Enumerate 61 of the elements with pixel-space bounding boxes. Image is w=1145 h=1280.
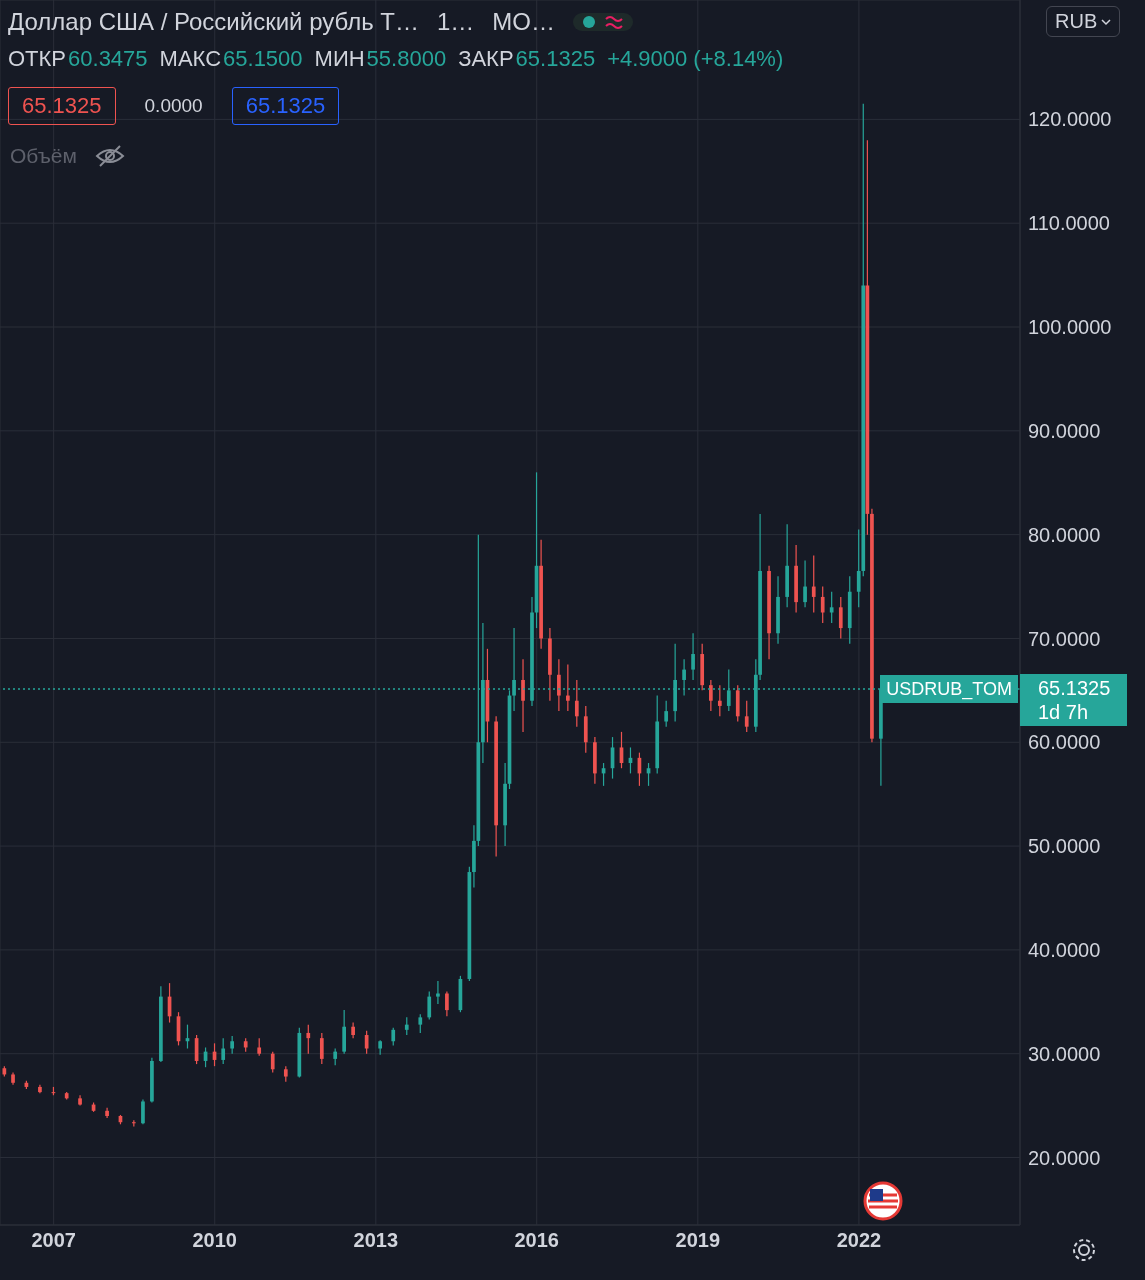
annotation: 65.1325 bbox=[515, 46, 596, 72]
y-tick-label: 90.0000 bbox=[1028, 419, 1101, 442]
annotation: МАКС bbox=[159, 46, 222, 72]
y-tick-label: 40.0000 bbox=[1028, 938, 1101, 961]
y-tick-label: 120.0000 bbox=[1028, 108, 1112, 131]
candlestick bbox=[445, 990, 449, 1017]
candlestick bbox=[829, 591, 834, 624]
candlestick bbox=[574, 679, 579, 728]
annotation: 65.1325 bbox=[8, 87, 116, 125]
candlestick bbox=[521, 658, 525, 733]
candlestick bbox=[436, 980, 440, 1005]
annotation: 60.3475 bbox=[68, 46, 148, 72]
candlestick bbox=[838, 596, 843, 640]
candlestick bbox=[221, 1037, 226, 1065]
y-tick-label: 110.0000 bbox=[1028, 212, 1110, 235]
candlestick bbox=[319, 1032, 324, 1065]
candlestick bbox=[306, 1024, 311, 1055]
x-tick-label: 2022 bbox=[836, 1229, 882, 1252]
annotation: 65.1500 bbox=[223, 46, 303, 72]
y-tick-label: 30.0000 bbox=[1028, 1042, 1101, 1065]
candlestick bbox=[427, 990, 432, 1021]
annotation: 1… bbox=[437, 8, 475, 36]
text: RUB bbox=[1055, 10, 1098, 33]
annotation: 65.1325 bbox=[231, 87, 340, 125]
text: 1d 7h bbox=[1038, 700, 1090, 724]
annotation: ЗАКР bbox=[458, 46, 514, 72]
candlestick bbox=[664, 700, 669, 728]
candlestick bbox=[811, 554, 816, 614]
annotation: +4.9000 (+8.14%) bbox=[607, 46, 784, 72]
candlestick bbox=[744, 700, 749, 733]
candlestick bbox=[803, 559, 807, 608]
candlestick bbox=[418, 1013, 423, 1034]
candlestick bbox=[717, 684, 722, 717]
annotation: ОТКР bbox=[8, 46, 67, 72]
x-tick-label: 2019 bbox=[675, 1229, 721, 1252]
annotation: 0.0000 bbox=[143, 94, 204, 118]
candlestick bbox=[856, 528, 861, 608]
candlestick bbox=[557, 658, 561, 712]
y-tick-label: 60.0000 bbox=[1028, 731, 1101, 754]
annotation: Объём bbox=[10, 144, 77, 168]
annotation: 55.8000 bbox=[366, 46, 447, 72]
annotation: MO… bbox=[492, 8, 556, 36]
x-tick-label: 2007 bbox=[31, 1229, 76, 1252]
y-tick-label: 70.0000 bbox=[1028, 627, 1101, 650]
annotation: МИН bbox=[314, 46, 365, 72]
candlestick bbox=[141, 1098, 145, 1125]
x-tick-label: 2016 bbox=[514, 1229, 559, 1252]
y-tick-label: 50.0000 bbox=[1028, 835, 1101, 858]
candlestick bbox=[709, 679, 713, 712]
x-tick-label: 2010 bbox=[192, 1229, 237, 1252]
y-tick-label: 100.0000 bbox=[1028, 316, 1112, 339]
y-tick-label: 80.0000 bbox=[1028, 523, 1101, 546]
chart-title: Доллар США / Российский рубль Т… bbox=[8, 8, 419, 36]
candlestick bbox=[820, 585, 825, 624]
y-tick-label: 20.0000 bbox=[1028, 1146, 1101, 1169]
text: 65.1325 bbox=[1038, 676, 1111, 699]
candlestick bbox=[691, 632, 695, 681]
candlestick bbox=[270, 1051, 275, 1073]
candlestick bbox=[566, 663, 570, 712]
ref-line-label: USDRUB_TOM bbox=[880, 674, 1018, 703]
x-tick-label: 2013 bbox=[353, 1229, 399, 1252]
